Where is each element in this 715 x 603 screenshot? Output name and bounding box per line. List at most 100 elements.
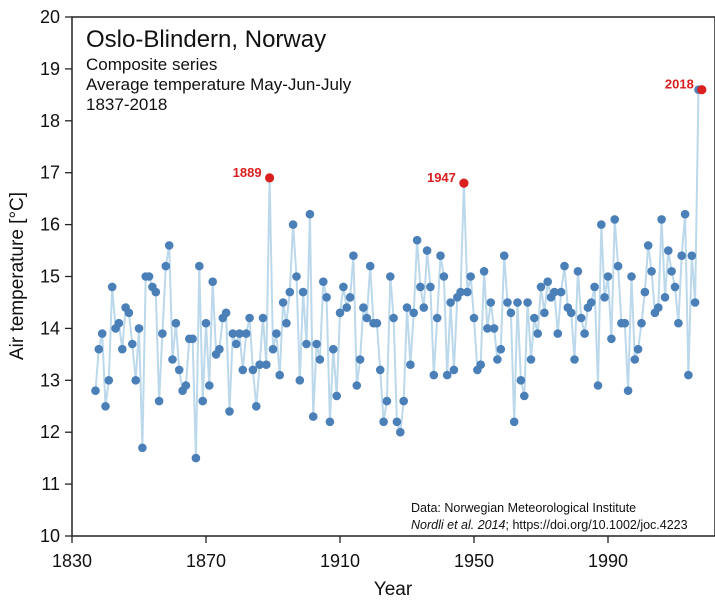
data-point-1886 <box>255 360 264 370</box>
data-point-1953 <box>479 267 489 276</box>
data-point-1941 <box>439 272 449 281</box>
data-point-1895 <box>285 287 295 297</box>
data-point-1995 <box>620 318 630 328</box>
data-point-1944 <box>449 365 459 375</box>
data-point-1956 <box>489 324 499 333</box>
data-point-1981 <box>573 267 583 276</box>
data-point-1896 <box>288 220 298 229</box>
data-point-1881 <box>238 365 248 375</box>
data-point-1869 <box>198 396 207 406</box>
data-point-1868 <box>195 261 204 271</box>
data-point-1975 <box>553 329 563 338</box>
data-point-1933 <box>412 235 422 245</box>
source-doi[interactable]: ; https://doi.org/10.1002/joc.4223 <box>506 518 688 532</box>
data-point-1866 <box>188 334 197 344</box>
data-point-1922 <box>375 365 385 375</box>
data-point-1885 <box>251 402 261 411</box>
data-point-1939 <box>432 313 442 323</box>
data-point-1974 <box>550 287 559 297</box>
data-point-2006 <box>657 215 666 224</box>
data-point-1849 <box>131 376 140 385</box>
data-point-1861 <box>171 318 181 328</box>
data-point-1996 <box>623 386 633 396</box>
data-point-1940 <box>436 251 445 260</box>
data-point-1905 <box>319 277 328 287</box>
data-point-1989 <box>600 293 609 302</box>
data-point-1986 <box>590 282 599 292</box>
data-point-1968 <box>530 313 539 323</box>
data-point-1937 <box>426 282 435 292</box>
data-point-1985 <box>587 298 596 307</box>
data-point-1990 <box>603 272 613 281</box>
data-point-1932 <box>409 308 419 318</box>
data-point-1837 <box>91 386 100 396</box>
data-point-1983 <box>580 329 589 338</box>
data-point-1992 <box>610 215 619 224</box>
data-point-1884 <box>248 365 258 375</box>
data-point-1928 <box>396 427 405 437</box>
data-point-1931 <box>406 360 415 370</box>
source-line-2: Nordli et al. 2014; https://doi.org/10.1… <box>411 518 688 532</box>
data-point-2001 <box>640 287 650 297</box>
data-point-1919 <box>365 261 375 271</box>
data-point-1987 <box>593 381 603 390</box>
data-point-2013 <box>680 209 690 219</box>
data-point-1911 <box>339 282 348 292</box>
data-point-1963 <box>513 298 522 307</box>
y-tick-label: 18 <box>40 111 60 131</box>
x-tick-label: 1990 <box>588 551 628 571</box>
data-point-1844 <box>114 318 124 328</box>
data-point-1908 <box>329 344 338 354</box>
data-point-2003 <box>647 267 656 276</box>
data-point-1958 <box>496 344 506 354</box>
data-point-1899 <box>298 287 308 297</box>
data-point-1960 <box>503 298 512 307</box>
y-tick-label: 17 <box>40 163 60 183</box>
data-point-1959 <box>499 251 509 260</box>
data-point-2016 <box>690 298 700 307</box>
data-point-1923 <box>379 417 388 427</box>
data-point-1916 <box>355 355 365 364</box>
data-point-1925 <box>386 272 395 281</box>
data-point-1880 <box>235 329 244 338</box>
x-tick-label: 1870 <box>186 551 226 571</box>
data-point-1926 <box>389 313 398 323</box>
data-point-1838 <box>94 344 104 354</box>
y-tick-label: 13 <box>40 370 60 390</box>
data-point-1962 <box>509 417 519 427</box>
y-tick-label: 20 <box>40 7 60 27</box>
data-point-1980 <box>570 355 579 364</box>
data-point-1858 <box>161 261 171 271</box>
data-point-1910 <box>335 308 345 318</box>
data-point-1976 <box>556 287 566 297</box>
data-point-1943 <box>446 298 455 307</box>
data-point-2000 <box>637 318 646 328</box>
x-axis-title: Year <box>374 579 413 600</box>
data-point-1906 <box>322 293 331 302</box>
data-point-1977 <box>560 261 569 271</box>
data-point-1912 <box>342 303 352 312</box>
data-point-1964 <box>516 376 526 385</box>
chart-title: Oslo-Blindern, Norway <box>86 26 326 53</box>
data-point-1878 <box>228 329 238 338</box>
data-point-1972 <box>543 277 552 287</box>
data-point-1888 <box>262 360 271 370</box>
data-point-1857 <box>158 329 167 338</box>
data-point-1877 <box>225 407 234 416</box>
data-point-1904 <box>315 355 325 364</box>
data-point-1841 <box>104 376 114 385</box>
data-point-1862 <box>174 365 184 375</box>
data-point-2015 <box>687 251 697 260</box>
highlight-label-1889: 1889 <box>233 165 262 180</box>
data-point-1874 <box>215 344 224 354</box>
data-point-1842 <box>107 282 117 292</box>
data-point-1859 <box>164 241 174 250</box>
data-point-1961 <box>506 308 516 318</box>
data-point-1948 <box>463 287 472 297</box>
data-point-1988 <box>597 220 606 229</box>
y-tick-label: 12 <box>40 422 60 442</box>
data-point-2007 <box>660 293 670 302</box>
data-point-1927 <box>392 417 402 427</box>
source-reference: Nordli et al. 2014 <box>411 518 506 532</box>
